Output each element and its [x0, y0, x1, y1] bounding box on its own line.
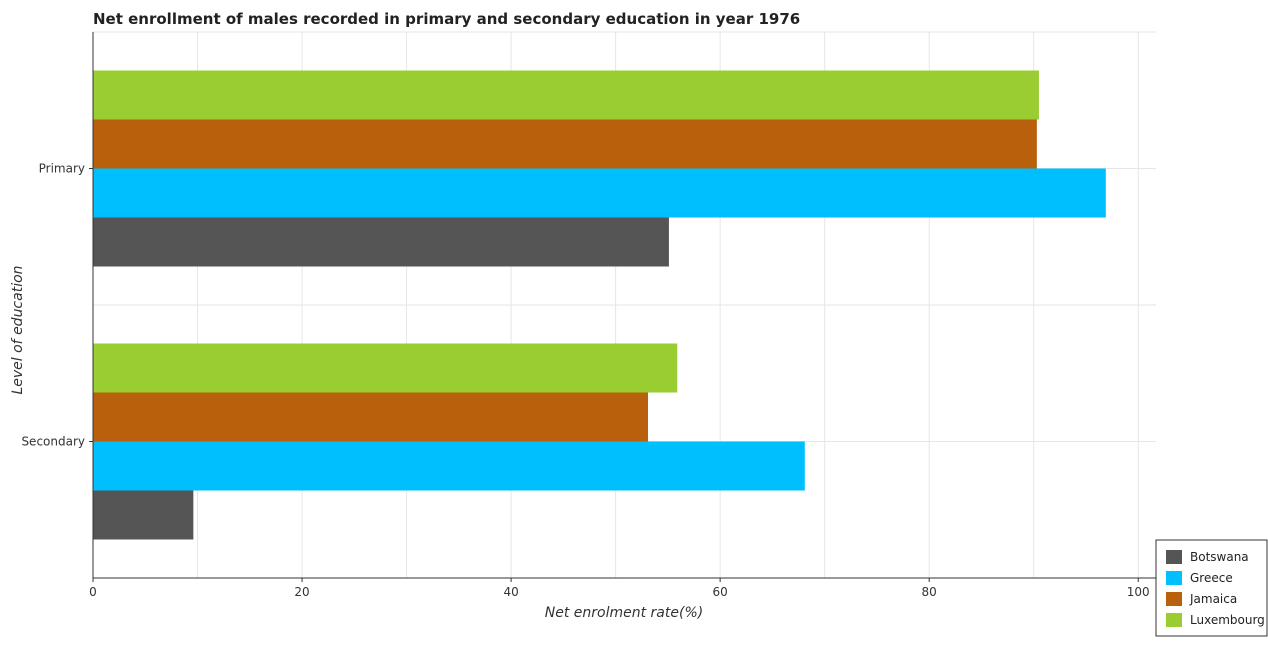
- x-axis-label: Net enrolment rate(%): [545, 605, 703, 621]
- bar-greece-primary: [93, 168, 1106, 218]
- bar-jamaica-primary: [93, 119, 1037, 169]
- x-tick-label: 40: [503, 585, 518, 599]
- legend-swatch-jamaica: [1166, 592, 1182, 606]
- bar-luxembourg-primary: [93, 70, 1039, 120]
- y-tick-label: Primary: [39, 162, 85, 176]
- bar-luxembourg-secondary: [93, 343, 678, 393]
- x-tick-label: 0: [89, 585, 97, 599]
- bar-botswana-secondary: [93, 490, 194, 540]
- legend-label-jamaica: Jamaica: [1189, 592, 1237, 606]
- legend-label-luxembourg: Luxembourg: [1190, 613, 1265, 627]
- x-tick-label: 80: [922, 585, 937, 599]
- x-tick-label: 100: [1127, 585, 1150, 599]
- legend-swatch-greece: [1166, 571, 1182, 585]
- legend: Botswana Greece Jamaica Luxembourg: [1155, 539, 1268, 637]
- x-tick-label: 20: [294, 585, 309, 599]
- x-tick-label: 60: [712, 585, 727, 599]
- bar-jamaica-secondary: [93, 392, 649, 442]
- legend-label-greece: Greece: [1190, 571, 1233, 585]
- legend-swatch-luxembourg: [1166, 613, 1182, 627]
- bars: [93, 70, 1106, 540]
- legend-swatch-botswana: [1166, 550, 1182, 564]
- legend-label-botswana: Botswana: [1190, 550, 1249, 564]
- bar-botswana-primary: [93, 217, 669, 267]
- bar-greece-secondary: [93, 441, 805, 491]
- chart-title: Net enrollment of males recorded in prim…: [93, 10, 800, 28]
- y-axis-label: Level of education: [10, 265, 26, 394]
- axes: Primary Secondary 0 20 40 60 80 100: [21, 32, 1156, 599]
- y-tick-label: Secondary: [21, 435, 85, 449]
